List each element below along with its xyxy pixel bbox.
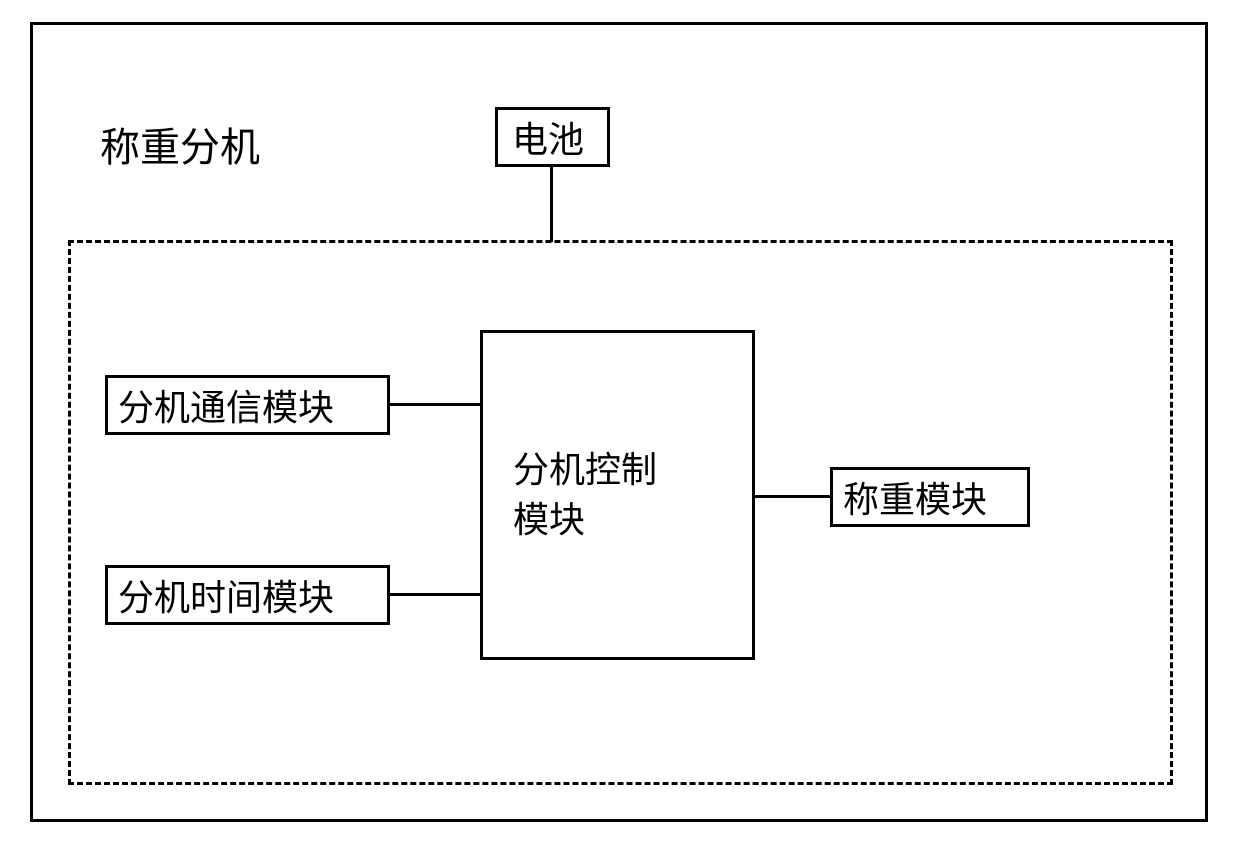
edge-time-to-control xyxy=(390,593,480,596)
node-weighing-module: 称重模块 xyxy=(830,467,1030,527)
node-comm-module-label: 分机通信模块 xyxy=(118,379,334,431)
node-control-module-label-line1: 分机控制 xyxy=(513,445,657,495)
diagram-container: 称重分机 电池 分机通信模块 分机时间模块 分机控制 模块 称重模块 xyxy=(0,0,1240,847)
edge-comm-to-control xyxy=(390,403,480,406)
edge-control-to-weighing xyxy=(755,495,830,498)
node-weighing-module-label: 称重模块 xyxy=(843,471,987,523)
node-battery: 电池 xyxy=(495,107,610,167)
edge-battery-to-dashed xyxy=(550,167,553,242)
node-control-module-label: 分机控制 模块 xyxy=(513,445,657,546)
node-time-module-label: 分机时间模块 xyxy=(118,569,334,621)
node-control-module: 分机控制 模块 xyxy=(480,330,755,660)
diagram-title: 称重分机 xyxy=(100,115,260,173)
node-comm-module: 分机通信模块 xyxy=(105,375,390,435)
node-control-module-label-line2: 模块 xyxy=(513,495,657,545)
node-time-module: 分机时间模块 xyxy=(105,565,390,625)
node-battery-label: 电池 xyxy=(512,111,584,163)
